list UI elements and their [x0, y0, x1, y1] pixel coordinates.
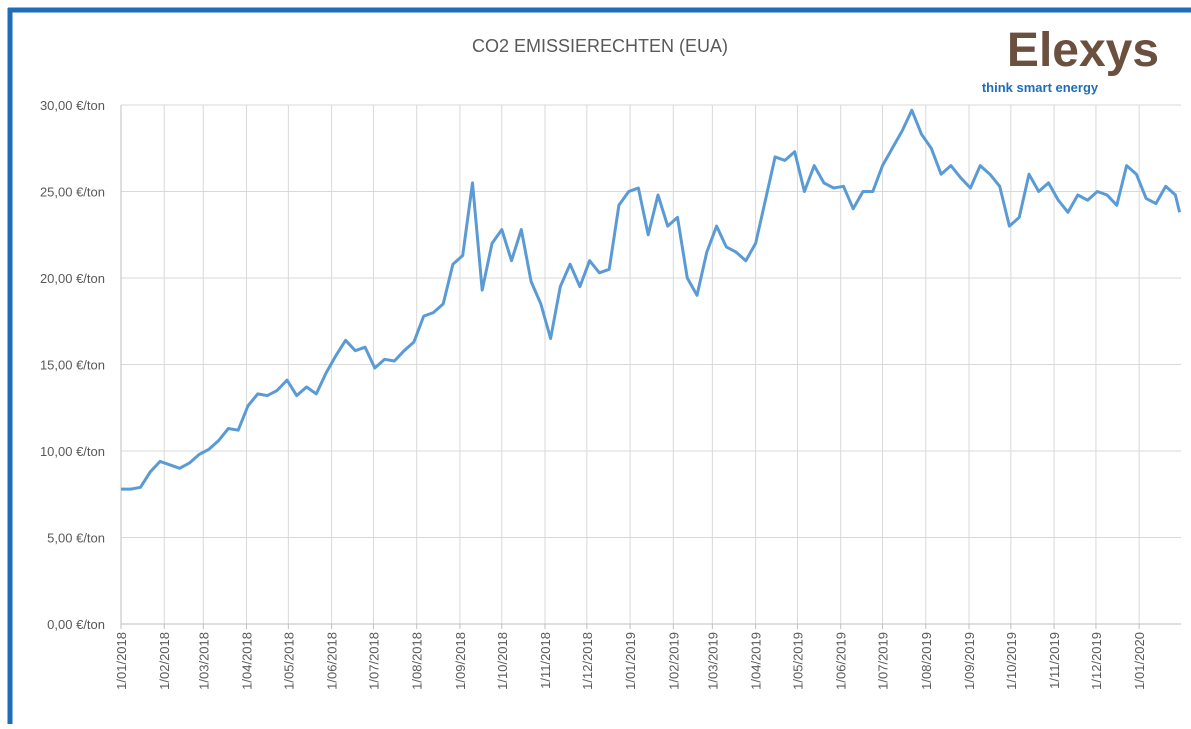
x-tick-label: 1/10/2018	[495, 632, 510, 690]
x-tick-label: 1/12/2019	[1089, 632, 1104, 690]
y-tick-label: 15,00 €/ton	[40, 358, 105, 373]
x-tick-label: 1/11/2018	[538, 632, 553, 689]
x-tick-label: 1/03/2018	[196, 632, 211, 690]
data-line	[121, 108, 1182, 491]
x-tick-label: 1/10/2019	[1004, 632, 1019, 690]
x-tick-label: 1/08/2018	[410, 632, 425, 690]
x-tick-label: 1/12/2018	[580, 632, 595, 690]
x-tick-label: 1/01/2019	[623, 632, 638, 690]
x-tick-label: 1/07/2018	[366, 632, 381, 690]
y-tick-label: 25,00 €/ton	[40, 185, 105, 200]
x-tick-label: 1/01/2018	[114, 632, 129, 690]
x-tick-label: 1/04/2018	[240, 632, 255, 690]
x-tick-label: 1/05/2018	[281, 632, 296, 690]
y-tick-label: 30,00 €/ton	[40, 98, 105, 113]
x-tick-label: 1/09/2019	[962, 632, 977, 690]
x-tick-label: 1/03/2019	[705, 632, 720, 690]
y-tick-label: 20,00 €/ton	[40, 271, 105, 286]
x-tick-label: 1/07/2019	[876, 632, 891, 690]
x-tick-label: 1/11/2019	[1047, 632, 1062, 689]
x-tick-label: 1/04/2019	[749, 632, 764, 690]
x-tick-label: 1/06/2018	[325, 632, 340, 690]
logo-name: Elexys	[1007, 24, 1159, 77]
y-tick-label: 5,00 €/ton	[47, 531, 105, 546]
logo-tagline: think smart energy	[982, 80, 1099, 95]
y-tick-label: 0,00 €/ton	[47, 617, 105, 632]
x-tick-label: 1/01/2020	[1132, 632, 1147, 690]
x-tick-label: 1/06/2019	[834, 632, 849, 690]
x-tick-label: 1/09/2018	[453, 632, 468, 690]
x-tick-label: 1/02/2018	[157, 632, 172, 690]
x-tick-label: 1/08/2019	[919, 632, 934, 690]
y-tick-label: 10,00 €/ton	[40, 444, 105, 459]
x-tick-label: 1/02/2019	[666, 632, 681, 690]
x-tick-label: 1/05/2019	[790, 632, 805, 690]
chart-title: CO2 EMISSIERECHTEN (EUA)	[472, 36, 728, 56]
